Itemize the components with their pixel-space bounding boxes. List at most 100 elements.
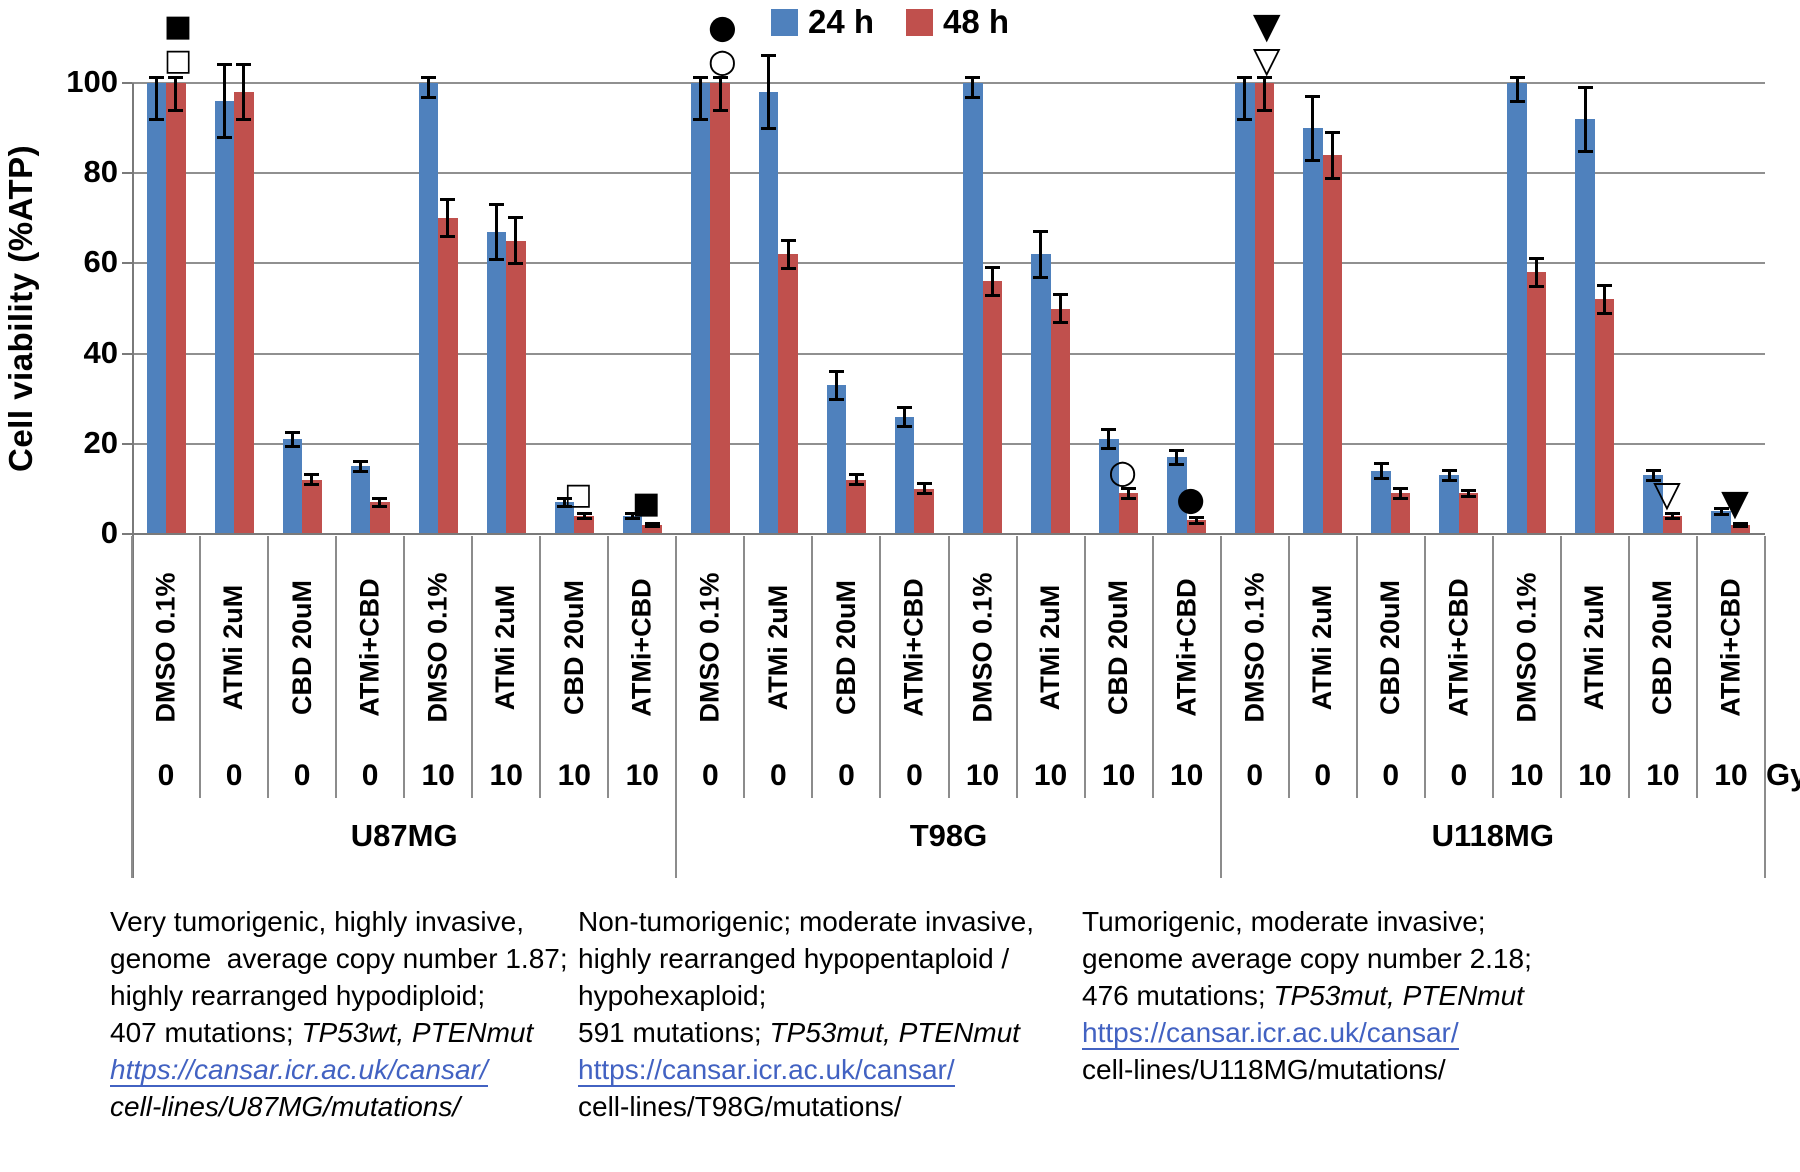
- error-bar-cap: [1461, 489, 1477, 493]
- column-separator: [607, 536, 610, 798]
- bar-48h-U118MG-ATMi+CBD-10Gy: [1730, 524, 1751, 533]
- y-tick-20: [122, 442, 132, 445]
- significance-symbol-T98G-CBD 20uM-10Gy: ○: [1108, 452, 1137, 492]
- error-bar-line: [1107, 430, 1111, 449]
- error-bar-cap: [1033, 275, 1049, 279]
- treatment-label: ATMi 2uM: [1307, 584, 1338, 710]
- error-bar-cap: [420, 75, 436, 79]
- annotation-line: Very tumorigenic, highly invasive,: [110, 903, 568, 940]
- error-bar-line: [699, 77, 703, 120]
- dose-label-U87MG-ATMi+CBD-10Gy: 10: [625, 759, 659, 792]
- column-separator: [403, 536, 406, 798]
- treatment-label: DMSO 0.1%: [1239, 571, 1270, 723]
- error-bar-cap: [284, 445, 300, 449]
- bar-24h-T98G-DMSO 0.1%-0Gy: [690, 83, 711, 533]
- significance-symbol: ▽: [1252, 40, 1281, 81]
- column-separator: [335, 536, 338, 798]
- chart-legend: 24 h 48 h: [771, 3, 1009, 41]
- dose-label-U87MG-CBD 20uM-0Gy: 0: [293, 759, 311, 792]
- annotation-line: genome average copy number 2.18;: [1082, 940, 1532, 977]
- column-separator: [1015, 536, 1018, 798]
- section-boundary: [675, 536, 678, 878]
- error-bar-cap: [1461, 494, 1477, 498]
- error-bar-cap: [897, 405, 913, 409]
- error-bar-line: [718, 77, 722, 111]
- bar-24h-U118MG-ATMi+CBD-10Gy: [1711, 511, 1731, 533]
- error-bar-line: [1603, 285, 1607, 313]
- error-bar-line: [154, 77, 158, 120]
- error-bar-cap: [1441, 468, 1457, 472]
- dose-label-U118MG-DMSO 0.1%-10Gy: 10: [1510, 759, 1544, 792]
- error-bar-cap: [1033, 229, 1049, 233]
- error-bar-line: [971, 77, 975, 97]
- gridline-20: [132, 442, 1765, 445]
- cellline-label-U87MG: U87MG: [350, 818, 458, 853]
- treatment-label-cell-U87MG-ATMi 2uM-10Gy: ATMi 2uM: [472, 538, 540, 756]
- bar-48h-U87MG-DMSO 0.1%-10Gy: [438, 218, 458, 533]
- error-bar-line: [631, 513, 635, 519]
- annotation-line: 476 mutations; TP53mut, PTENmut: [1082, 977, 1532, 1014]
- column-separator: [539, 536, 542, 798]
- treatment-label-cell-U118MG-CBD 20uM-10Gy: CBD 20uM: [1629, 538, 1697, 756]
- annotation-line: cell-lines/U118MG/mutations/: [1082, 1051, 1532, 1088]
- y-axis-title: Cell viability (%ATP): [2, 144, 39, 472]
- annotation-text: TP53mut, PTENmut: [769, 1017, 1020, 1048]
- error-bar-line: [446, 200, 450, 237]
- cansar-link[interactable]: https://cansar.icr.ac.uk/cansar/: [578, 1054, 955, 1087]
- error-bar-cap: [1645, 468, 1661, 472]
- bar-48h-U87MG-ATMi+CBD-0Gy: [370, 502, 390, 533]
- error-bar-cap: [148, 118, 164, 122]
- treatment-label-cell-T98G-ATMi 2uM-0Gy: ATMi 2uM: [744, 538, 812, 756]
- annotation-text: highly rearranged hypodiploid;: [110, 980, 486, 1011]
- error-bar-line: [1671, 513, 1675, 519]
- bar-24h-U118MG-CBD 20uM-0Gy: [1371, 470, 1391, 533]
- error-bar-cap: [1665, 517, 1681, 521]
- error-bar-line: [767, 55, 771, 129]
- annotation-line: highly rearranged hypodiploid;: [110, 977, 568, 1014]
- error-bar-cap: [1256, 109, 1272, 113]
- error-bar-line: [1651, 470, 1655, 480]
- error-bar-cap: [508, 216, 524, 220]
- error-bar-cap: [1577, 149, 1593, 153]
- error-bar-cap: [1509, 100, 1525, 104]
- y-tick-60: [122, 262, 132, 265]
- error-bar-line: [1739, 523, 1743, 527]
- annotation-line: https://cansar.icr.ac.uk/cansar/: [578, 1051, 1034, 1088]
- bar-48h-T98G-ATMi 2uM-0Gy: [778, 254, 798, 533]
- error-bar-line: [854, 475, 858, 485]
- legend-item-24h: 24 h: [771, 3, 874, 41]
- section-boundary: [1219, 536, 1222, 878]
- error-bar-cap: [304, 483, 320, 487]
- significance-symbol-U118MG-ATMi+CBD-10Gy: ▼: [1721, 482, 1749, 524]
- treatment-label: ATMi 2uM: [1035, 584, 1066, 710]
- bar-24h-U118MG-DMSO 0.1%-0Gy: [1235, 83, 1255, 533]
- error-bar-line: [922, 484, 926, 494]
- error-bar-cap: [1305, 158, 1321, 162]
- error-bar-line: [650, 523, 654, 527]
- error-bar-cap: [897, 424, 913, 428]
- dose-label-U118MG-ATMi 2uM-0Gy: 0: [1314, 759, 1332, 792]
- dose-label-U87MG-DMSO 0.1%-0Gy: 0: [157, 759, 175, 792]
- treatment-label: ATMi 2uM: [762, 584, 793, 710]
- annotation-line: 407 mutations; TP53wt, PTENmut: [110, 1014, 568, 1051]
- error-bar-line: [835, 371, 839, 399]
- error-bar-cap: [625, 511, 641, 515]
- error-bar-cap: [1597, 312, 1613, 315]
- error-bar-cap: [829, 369, 845, 373]
- cansar-link[interactable]: https://cansar.icr.ac.uk/cansar/: [110, 1054, 488, 1087]
- treatment-label: CBD 20uM: [830, 579, 861, 715]
- column-separator: [1559, 536, 1562, 798]
- cansar-link[interactable]: https://cansar.icr.ac.uk/cansar/: [1082, 1017, 1459, 1050]
- error-bar-line: [494, 204, 498, 259]
- error-bar-cap: [984, 293, 1000, 297]
- treatment-label: CBD 20uM: [286, 579, 317, 715]
- bar-48h-U118MG-ATMi 2uM-0Gy: [1322, 155, 1343, 533]
- error-bar-line: [1311, 96, 1315, 160]
- column-separator: [1423, 536, 1426, 798]
- treatment-label-cell-U87MG-DMSO 0.1%-0Gy: DMSO 0.1%: [132, 538, 200, 756]
- bar-48h-U87MG-CBD 20uM-0Gy: [302, 479, 322, 533]
- annotation-text: 591 mutations;: [578, 1017, 770, 1048]
- error-bar-cap: [1324, 130, 1340, 134]
- bar-24h-U118MG-DMSO 0.1%-10Gy: [1507, 83, 1527, 533]
